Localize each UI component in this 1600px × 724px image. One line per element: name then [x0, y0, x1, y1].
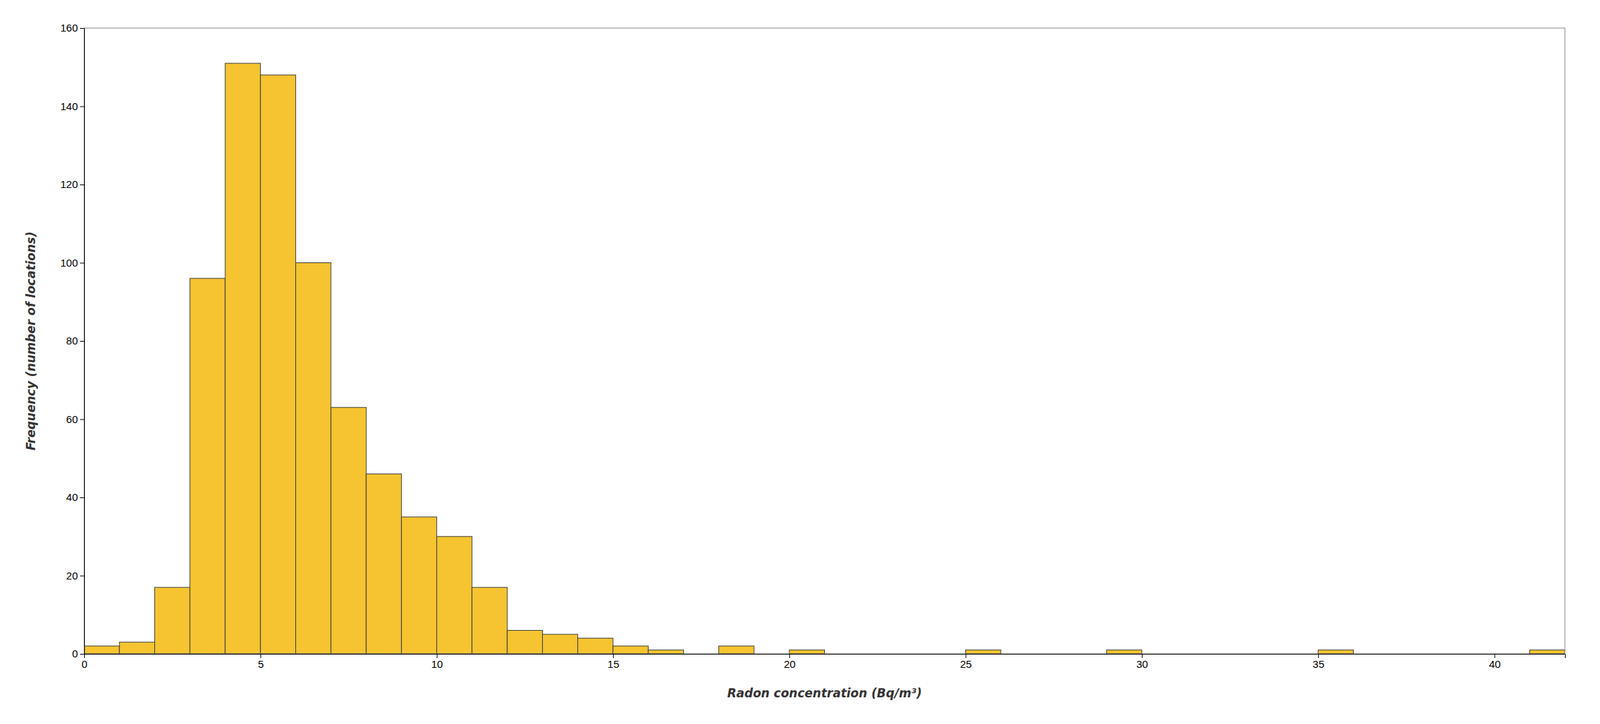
tick-mark	[79, 184, 85, 186]
x-axis-line	[84, 654, 1566, 659]
histogram-bar	[260, 75, 296, 654]
tick-mark	[79, 263, 85, 264]
tick-label: 0	[81, 657, 87, 670]
tick-mark	[79, 497, 85, 499]
histogram-bar	[648, 649, 684, 654]
tick-label: 30	[1136, 657, 1149, 670]
tick-mark	[79, 106, 85, 108]
bars	[84, 63, 1565, 654]
tick: 60	[65, 413, 85, 426]
histogram-bar	[577, 638, 614, 654]
tick: 15	[607, 653, 620, 670]
tick: 0	[81, 653, 87, 670]
tick-mark	[79, 419, 85, 421]
histogram-bar	[119, 641, 155, 654]
y-axis: 0 20 40 60 80 100 120 140 160	[60, 21, 85, 660]
tick-mark	[79, 653, 85, 655]
tick-label: 40	[1489, 657, 1502, 670]
tick-label: 140	[60, 100, 78, 113]
tick: 40	[1489, 653, 1502, 670]
histogram-bar	[965, 649, 1001, 654]
histogram-bar	[331, 407, 367, 654]
tick-mark	[79, 575, 85, 577]
tick-label: 40	[65, 491, 78, 503]
histogram-bar	[401, 516, 437, 654]
histogram-bar	[1529, 649, 1565, 654]
tick: 140	[60, 100, 85, 113]
tick: 120	[60, 178, 85, 191]
histogram-bar	[155, 587, 191, 654]
tick: 30	[1136, 653, 1149, 670]
histogram-bar	[789, 649, 825, 654]
histogram-bar	[190, 278, 226, 654]
histogram-bar	[437, 536, 473, 654]
histogram-bar	[1318, 649, 1354, 654]
tick: 20	[783, 653, 796, 670]
tick-mark	[79, 340, 85, 342]
plot: 0 5 10 15 20 25 30 35 40 0 20 40 60 80 100 120 140 160 Rad…	[23, 21, 1566, 701]
tick-label: 100	[60, 256, 78, 269]
tick: 80	[65, 334, 85, 347]
tick-label: 15	[607, 657, 620, 670]
histogram-bar	[472, 587, 508, 654]
tick: 0	[72, 647, 85, 660]
y-axis-title: Frequency (number of locations)	[23, 231, 38, 451]
tick: 20	[65, 569, 85, 582]
tick: 100	[60, 256, 85, 269]
tick-label: 0	[72, 647, 78, 660]
x-axis: 0 5 10 15 20 25 30 35 40	[81, 653, 1565, 670]
chart: 0 5 10 15 20 25 30 35 40 0 20 40 60 80 100 120 140 160 Rad…	[0, 0, 1600, 724]
histogram-bar	[296, 263, 332, 655]
x-axis-title: Radon concentration (Bq/m³)	[727, 686, 923, 701]
tick: 25	[960, 653, 973, 670]
tick: 35	[1312, 653, 1325, 670]
tick-label: 20	[65, 569, 78, 582]
tick-label: 5	[258, 657, 264, 670]
tick-label: 25	[960, 657, 973, 670]
histogram-bar	[507, 630, 543, 654]
tick-label: 20	[783, 657, 796, 670]
histogram-bar	[366, 474, 402, 654]
tick-label: 120	[60, 178, 78, 191]
tick-label: 35	[1312, 657, 1325, 670]
tick-label: 160	[60, 21, 78, 34]
plot-frame	[84, 28, 1565, 654]
tick-label: 60	[65, 413, 78, 426]
tick: 10	[431, 653, 444, 670]
y-axis-line	[79, 28, 85, 655]
tick-label: 80	[65, 334, 78, 347]
tick-mark	[79, 28, 85, 29]
histogram-bar	[1106, 649, 1142, 654]
histogram-bar	[225, 63, 261, 654]
histogram-bar	[718, 646, 755, 654]
tick: 5	[258, 653, 264, 670]
tick-label: 10	[431, 657, 444, 670]
histogram-bar	[542, 634, 578, 654]
histogram-bar	[613, 646, 649, 654]
histogram-bar	[84, 646, 120, 654]
tick: 160	[60, 21, 85, 34]
tick: 40	[65, 491, 85, 503]
